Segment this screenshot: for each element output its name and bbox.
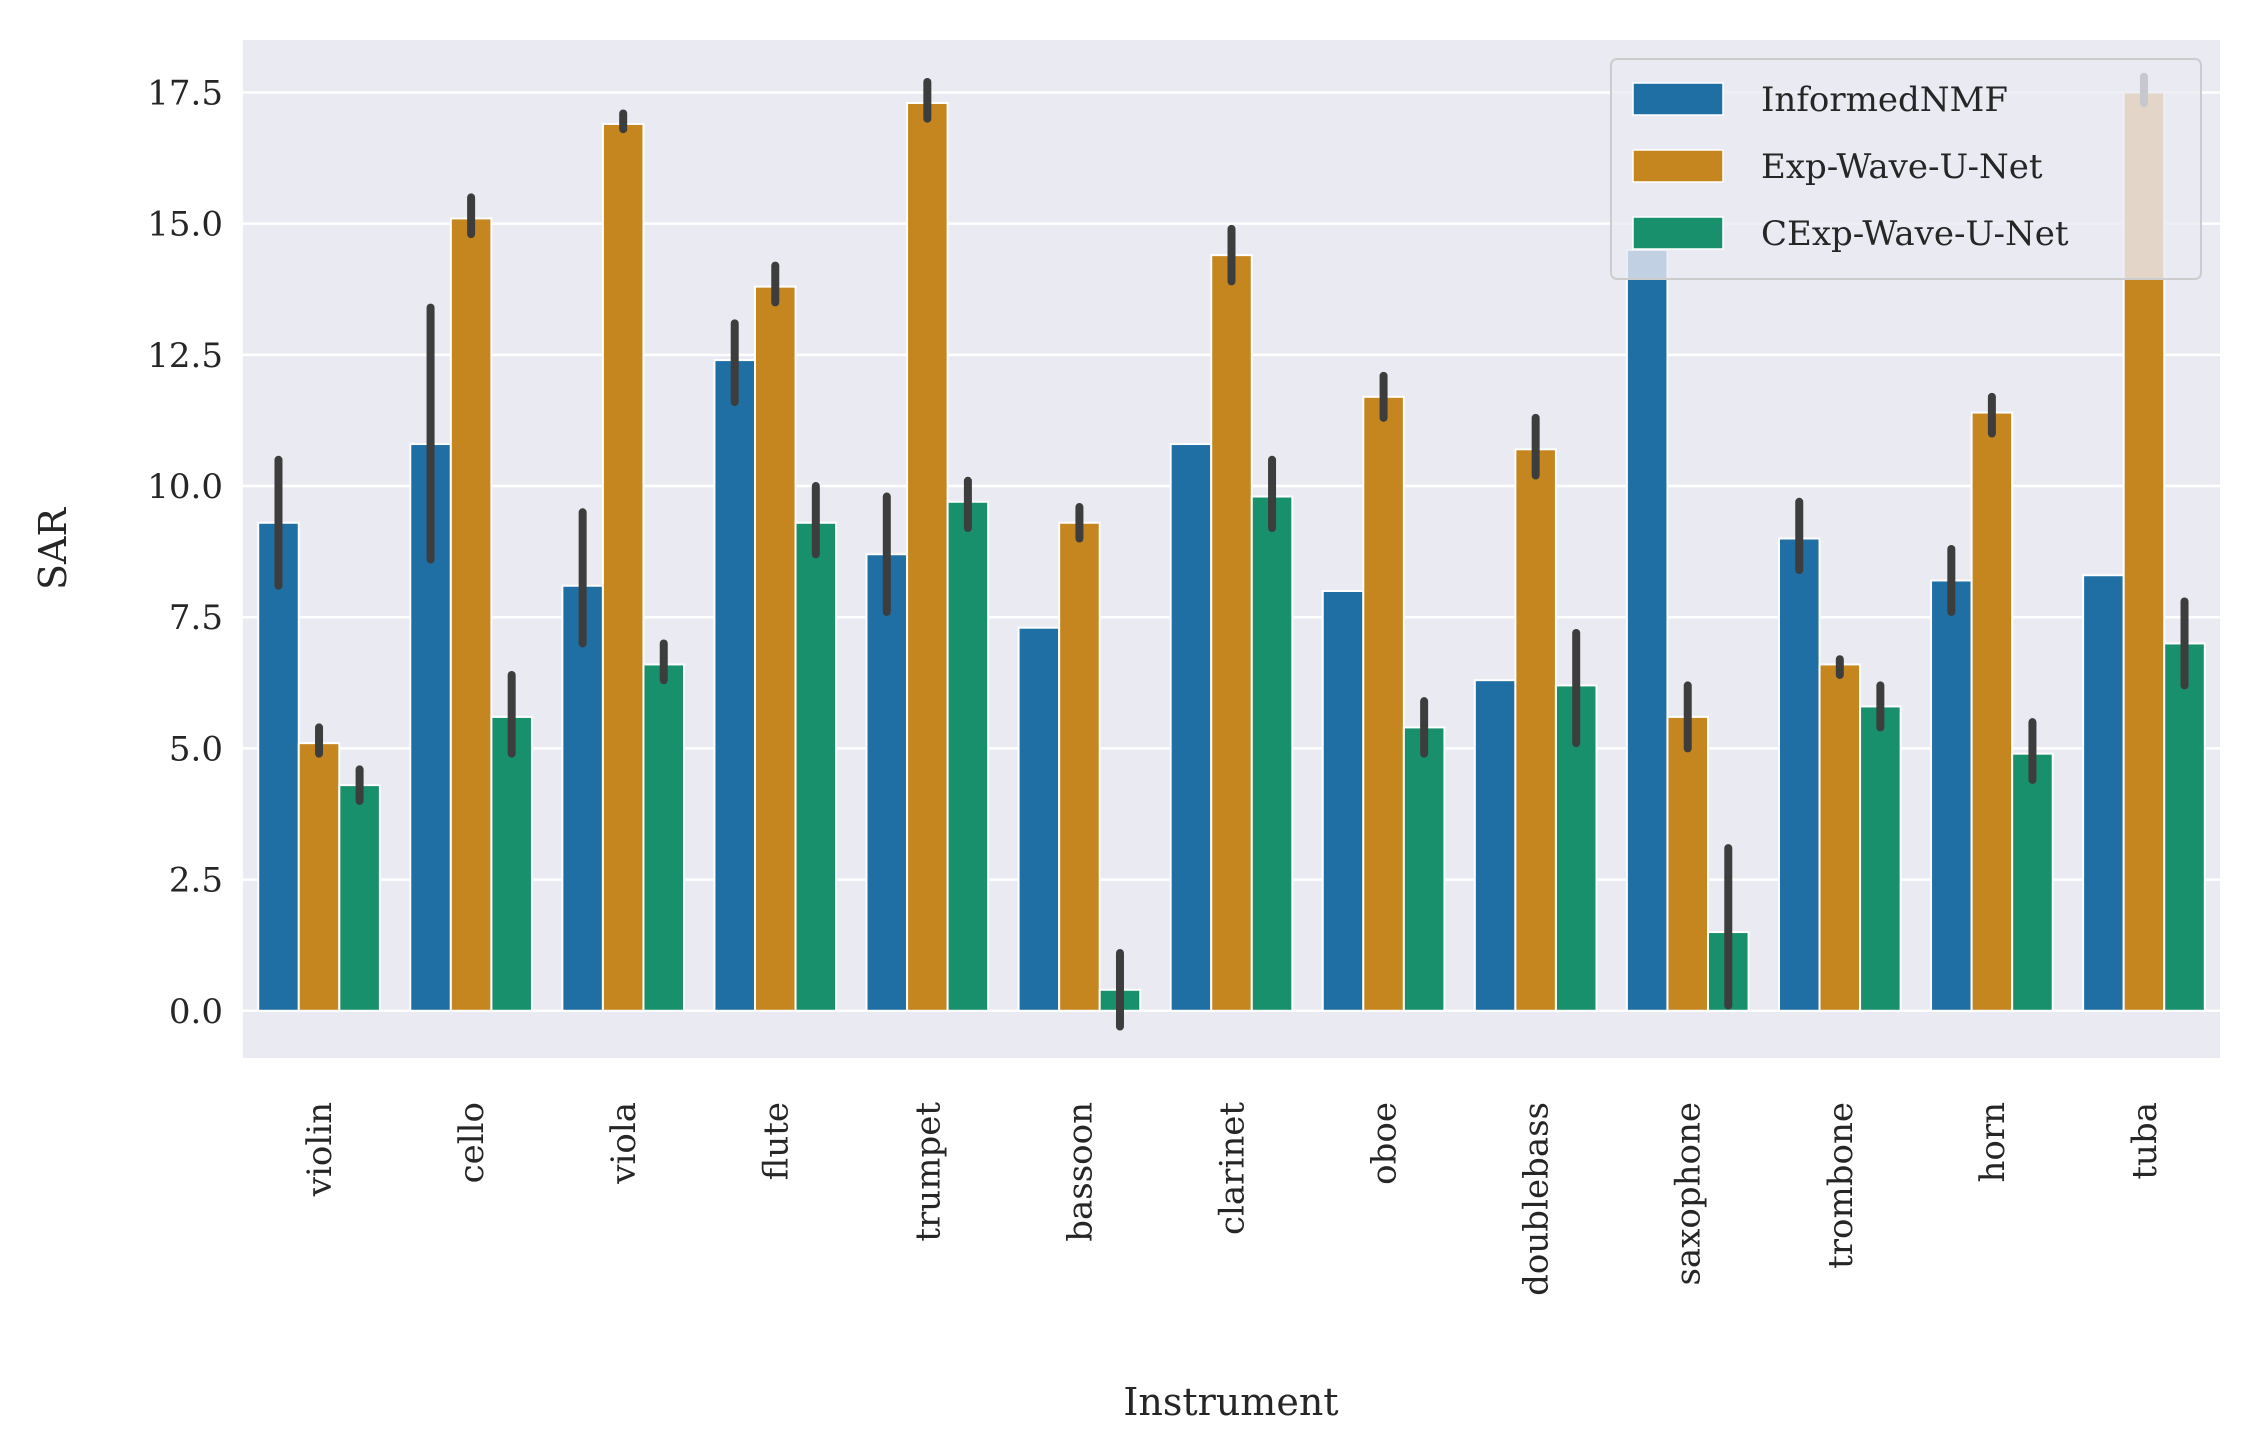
y-tick-label: 2.5: [169, 861, 223, 901]
bar-doublebass-1: [1514, 448, 1557, 1012]
bar-oboe-1: [1362, 395, 1405, 1012]
x-axis-ticks: violin cello viola flute trumpet bassoon clari…: [300, 1102, 2165, 1296]
bars: [257, 91, 2206, 1012]
bar-cello-1: [449, 217, 493, 1012]
bar-oboe-0: [1321, 589, 1365, 1012]
bar-bassoon-1: [1058, 521, 1101, 1012]
bar-flute-0: [713, 359, 756, 1012]
x-tick-label-bassoon: bassoon: [1060, 1102, 1100, 1242]
y-tick-label: 5.0: [169, 729, 223, 769]
legend-box: [1610, 58, 2202, 280]
x-tick-label-tuba: tuba: [2125, 1102, 2165, 1180]
legend-swatch-0: [1632, 82, 1724, 116]
bar-viola-0: [561, 584, 604, 1012]
bar-bassoon-0: [1017, 626, 1061, 1012]
x-tick-label-trumpet: trumpet: [908, 1102, 948, 1242]
x-tick-label-flute: flute: [756, 1102, 796, 1180]
bar-oboe-2: [1402, 726, 1446, 1012]
bar-clarinet-2: [1250, 495, 1294, 1012]
y-tick-label: 12.5: [147, 336, 223, 376]
bar-cello-2: [490, 715, 533, 1012]
bar-doublebass-0: [1473, 679, 1517, 1012]
legend-label-2: CExp-Wave-U-Net: [1761, 214, 2069, 254]
x-tick-label-clarinet: clarinet: [1213, 1102, 1253, 1235]
x-tick-label-trombone: trombone: [1821, 1102, 1861, 1269]
legend-label-0: InformedNMF: [1761, 80, 2008, 120]
bar-trombone-1: [1818, 663, 1862, 1012]
x-tick-label-violin: violin: [300, 1102, 340, 1197]
x-tick-label-horn: horn: [1973, 1102, 2013, 1183]
bar-trumpet-0: [865, 553, 909, 1012]
legend-swatch-2: [1632, 216, 1724, 250]
y-tick-label: 17.5: [147, 73, 223, 113]
bar-saxophone-1: [1666, 715, 1710, 1012]
x-tick-label-doublebass: doublebass: [1517, 1102, 1557, 1296]
bar-trumpet-1: [906, 101, 949, 1012]
bar-horn-1: [1970, 411, 2014, 1012]
x-tick-label-cello: cello: [452, 1102, 492, 1183]
x-axis-label: Instrument: [1123, 1380, 1338, 1424]
bar-clarinet-0: [1169, 443, 1213, 1012]
bar-tuba-0: [2082, 574, 2125, 1012]
bar-viola-1: [601, 122, 645, 1012]
y-tick-label: 7.5: [169, 598, 223, 638]
x-tick-label-viola: viola: [604, 1102, 644, 1185]
bar-horn-0: [1930, 579, 1973, 1012]
bar-violin-2: [338, 784, 381, 1012]
x-tick-label-saxophone: saxophone: [1669, 1102, 1709, 1286]
bar-horn-2: [2011, 752, 2054, 1012]
y-axis-label: SAR: [31, 507, 75, 590]
legend-swatch-1: [1632, 149, 1724, 183]
y-axis-ticks: 0.0 2.5 5.0 7.5 10.0 12.5 15.0 17.5: [147, 73, 223, 1031]
bar-saxophone-0: [1625, 248, 1669, 1012]
legend-label-1: Exp-Wave-U-Net: [1761, 147, 2043, 187]
bar-trumpet-2: [946, 500, 990, 1012]
y-tick-label: 15.0: [147, 205, 223, 245]
bar-flute-2: [794, 521, 838, 1012]
y-tick-label: 0.0: [169, 992, 223, 1032]
bar-tuba-2: [2163, 642, 2206, 1012]
y-tick-label: 10.0: [147, 467, 223, 507]
bar-violin-0: [257, 521, 300, 1012]
bar-trombone-0: [1777, 537, 1821, 1012]
bar-trombone-2: [1859, 705, 1902, 1012]
bar-clarinet-1: [1210, 254, 1253, 1012]
bar-violin-1: [297, 742, 341, 1012]
legend: InformedNMF Exp-Wave-U-Net CExp-Wave-U-Net: [1610, 58, 2202, 280]
bar-flute-1: [753, 285, 797, 1012]
error-bars: [274, 72, 2189, 1031]
bar-viola-2: [642, 663, 686, 1012]
x-tick-label-oboe: oboe: [1365, 1102, 1405, 1185]
